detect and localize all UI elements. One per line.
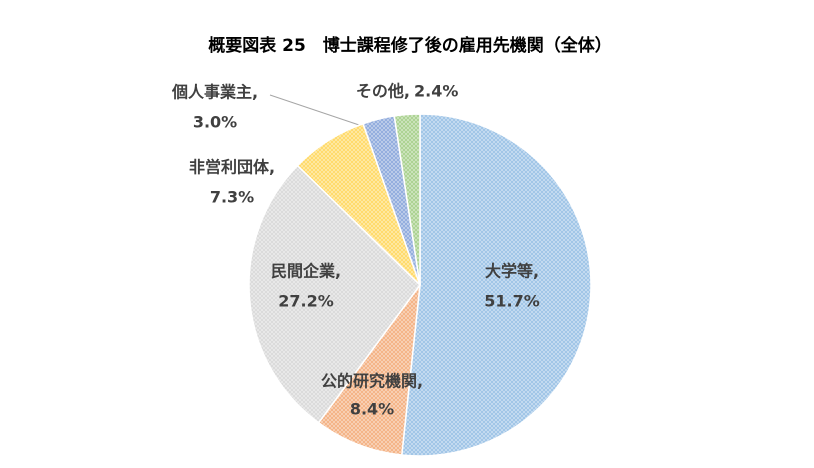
slice-texture (318, 285, 420, 456)
value-label: 51.7% (484, 292, 540, 311)
category-label: 大学等, (485, 262, 539, 281)
category-label: 公的研究機関, (321, 372, 423, 391)
slice-texture (394, 114, 420, 285)
slice-texture (401, 114, 592, 457)
chart-title: 概要図表 25 博士課程修了後の雇用先機関（全体） (208, 35, 612, 56)
leader-line (269, 94, 366, 128)
value-label: 3.0% (193, 113, 237, 132)
slice-texture (297, 123, 420, 285)
category-label: その他, (356, 82, 410, 101)
slice-texture (363, 115, 420, 285)
value-label: 8.4% (350, 400, 394, 419)
value-label: 2.4% (414, 82, 458, 101)
value-label: 7.3% (210, 188, 254, 207)
slice-texture (248, 165, 420, 423)
category-label: 個人事業主, (171, 83, 258, 102)
category-label: 民間企業, (271, 262, 341, 281)
category-label: 非営利団体, (189, 158, 275, 177)
value-label: 27.2% (278, 292, 334, 311)
